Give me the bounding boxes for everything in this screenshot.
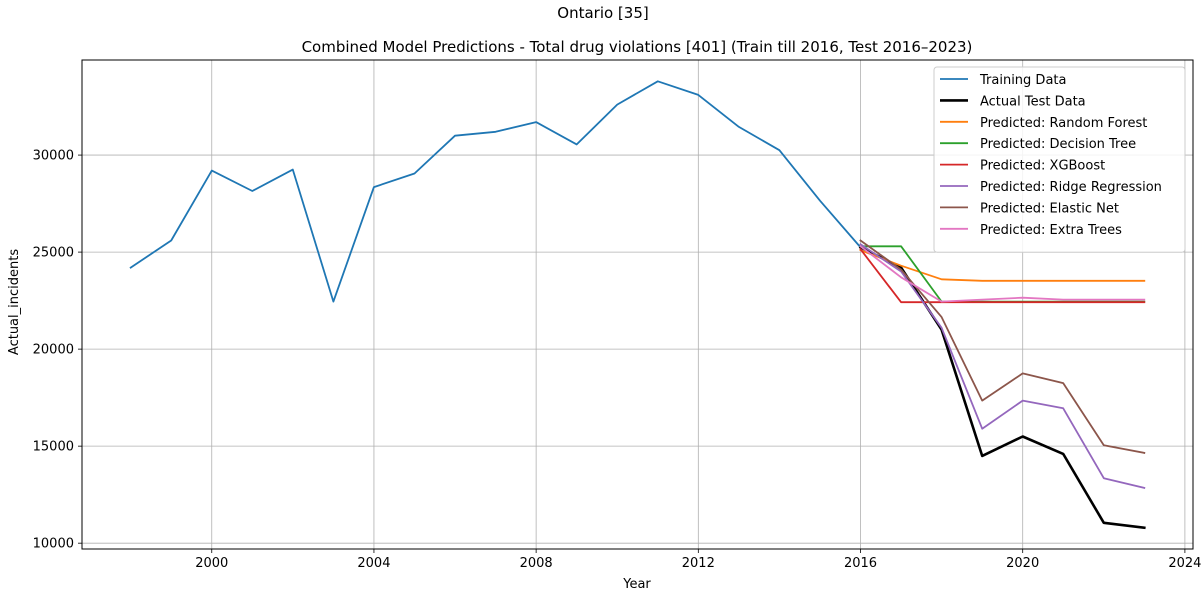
series-line-predicted-extra-trees <box>859 245 1146 303</box>
series-line-predicted-random-forest <box>859 249 1146 282</box>
legend: Training Data Actual Test Data Predicted: … <box>933 66 1186 253</box>
axis-ticks: 2000 2004 2008 2012 2016 2020 2024 10000 15000 20… <box>33 149 1201 571</box>
chart-title: Combined Model Predictions - Total drug … <box>302 38 973 56</box>
legend-box <box>933 66 1186 253</box>
x-tick-label: 2024 <box>1168 556 1201 571</box>
legend-entry-label: Predicted: Decision Tree <box>980 137 1136 152</box>
chart-suptitle: Ontario [35] <box>557 4 648 22</box>
y-tick-label: 20000 <box>33 343 74 358</box>
legend-entry-label: Predicted: XGBoost <box>980 159 1105 174</box>
x-tick-label: 2000 <box>195 556 228 571</box>
legend-entry-label: Predicted: Random Forest <box>980 116 1147 131</box>
legend-entry-label: Actual Test Data <box>980 94 1086 109</box>
series-line-training-data <box>129 80 862 303</box>
x-tick-label: 2012 <box>682 556 715 571</box>
x-tick-label: 2020 <box>1006 556 1039 571</box>
y-tick-label: 25000 <box>33 246 74 261</box>
x-tick-label: 2004 <box>357 556 390 571</box>
legend-entry-label: Predicted: Ridge Regression <box>980 180 1162 195</box>
series-line-predicted-xgboost <box>859 247 1146 304</box>
series-lines <box>129 80 1146 530</box>
series-line-predicted-elastic-net <box>859 239 1146 454</box>
legend-entry-label: Predicted: Elastic Net <box>980 201 1119 216</box>
legend-entry-label: Predicted: Extra Trees <box>980 223 1122 238</box>
x-tick-label: 2008 <box>520 556 553 571</box>
y-tick-label: 15000 <box>33 440 74 455</box>
x-tick-label: 2016 <box>844 556 877 571</box>
y-axis-label: Actual_incidents <box>7 249 22 355</box>
x-axis-label: Year <box>622 577 651 592</box>
legend-entry-label: Training Data <box>979 73 1066 88</box>
y-tick-label: 30000 <box>33 149 74 164</box>
y-tick-label: 10000 <box>33 537 74 552</box>
plot-area-frame <box>81 59 1194 550</box>
